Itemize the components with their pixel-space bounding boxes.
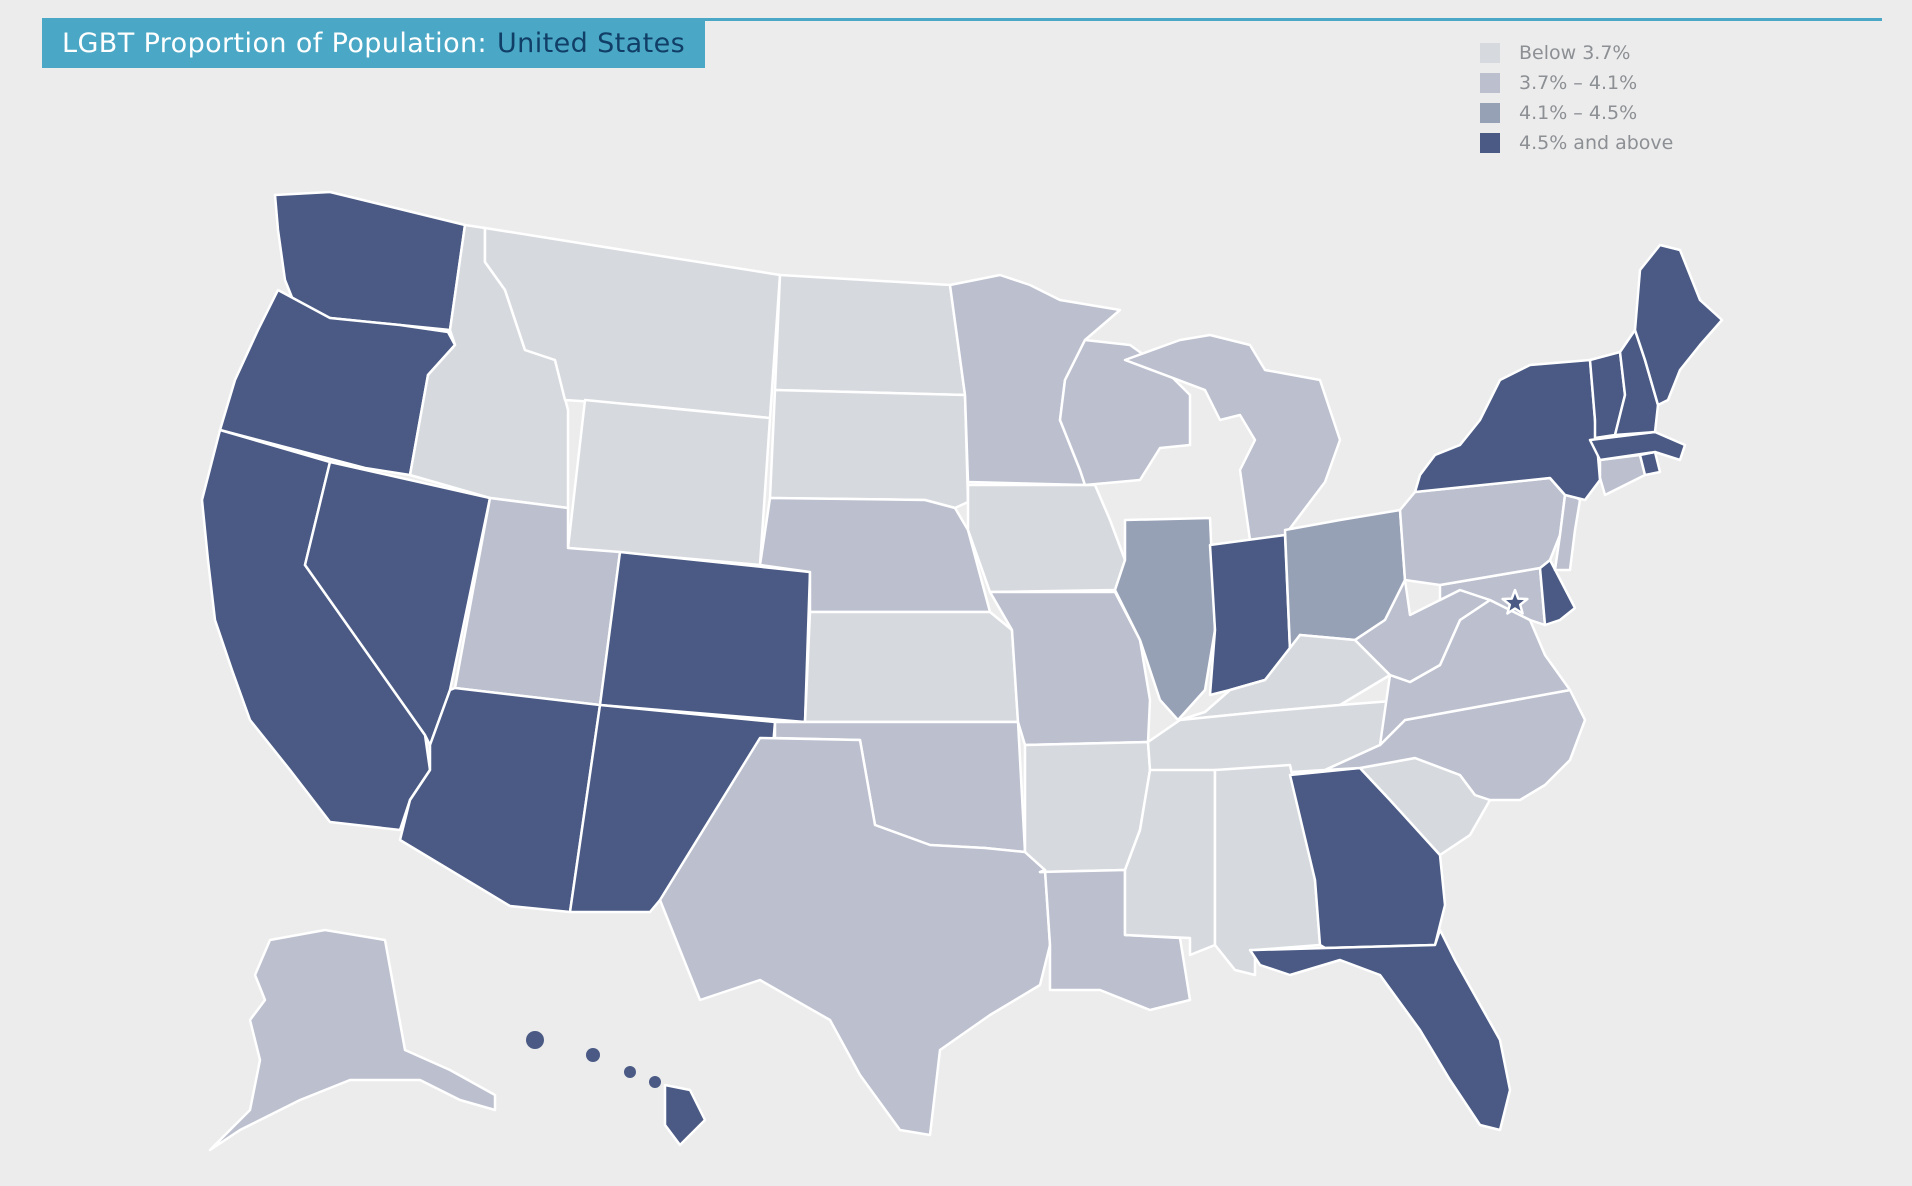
- hawaii-island: [526, 1031, 544, 1049]
- state-florida: [1248, 928, 1512, 1132]
- state-iowa: [966, 483, 1127, 594]
- state-maine: [1633, 243, 1724, 407]
- legend-label: 4.5% and above: [1519, 132, 1674, 154]
- legend-swatch: [1480, 133, 1500, 153]
- state-mississippi: [1123, 768, 1217, 957]
- state-south-dakota: [768, 388, 970, 510]
- header-rule: [42, 18, 1882, 21]
- legend-swatch: [1480, 43, 1500, 63]
- legend-item-4-1-to-4-5: 4.1% – 4.5%: [1480, 98, 1673, 128]
- state-wyoming: [566, 398, 772, 567]
- legend-swatch: [1480, 73, 1500, 93]
- page-title: LGBT Proportion of Population: United St…: [42, 18, 706, 68]
- hawaii-island: [624, 1066, 636, 1078]
- legend-swatch: [1480, 103, 1500, 123]
- state-rhode-island: [1638, 450, 1662, 477]
- state-connecticut: [1598, 453, 1647, 497]
- title-prefix: LGBT Proportion of Population:: [62, 27, 488, 59]
- state-alaska: [208, 928, 497, 1152]
- state-new-york: [1413, 358, 1602, 502]
- state-montana: [483, 226, 782, 420]
- legend-label: Below 3.7%: [1519, 42, 1631, 64]
- legend-item-below-3-7: Below 3.7%: [1480, 38, 1673, 68]
- state-texas: [658, 736, 1052, 1137]
- state-new-jersey: [1548, 476, 1582, 572]
- state-hawaii: [663, 1083, 707, 1147]
- hawaii-island: [649, 1076, 661, 1088]
- state-north-dakota: [773, 273, 967, 397]
- legend-label: 4.1% – 4.5%: [1519, 102, 1638, 124]
- legend-item-3-7-to-4-1: 3.7% – 4.1%: [1480, 68, 1673, 98]
- legend-label: 3.7% – 4.1%: [1519, 72, 1638, 94]
- state-wisconsin: [1058, 338, 1192, 487]
- state-pennsylvania: [1398, 476, 1567, 587]
- state-colorado: [598, 550, 812, 724]
- state-kansas: [803, 610, 1020, 724]
- state-michigan: [1123, 333, 1342, 542]
- legend: Below 3.7% 3.7% – 4.1% 4.1% – 4.5% 4.5% …: [1480, 38, 1673, 158]
- hawaii-island: [586, 1048, 600, 1062]
- legend-item-4-5-and-above: 4.5% and above: [1480, 128, 1673, 158]
- title-location: United States: [497, 27, 686, 59]
- dc-star-icon: [1501, 588, 1529, 615]
